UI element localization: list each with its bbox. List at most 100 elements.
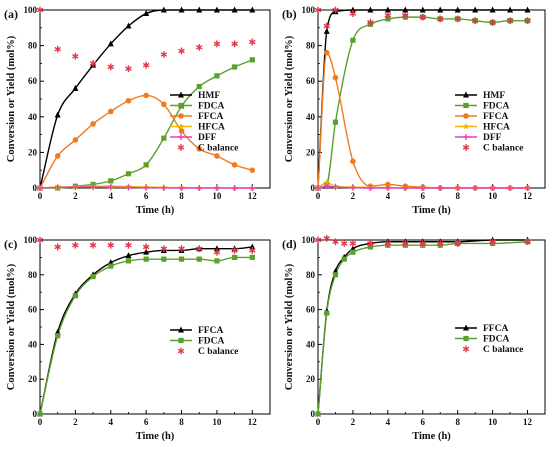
data-point-ffca bbox=[323, 49, 330, 56]
data-point-fdca bbox=[125, 258, 132, 264]
data-point-c-balance bbox=[249, 38, 256, 46]
y-tick-label: 60 bbox=[28, 76, 38, 86]
data-point-c-balance bbox=[72, 52, 79, 60]
data-point-c-balance bbox=[384, 240, 392, 247]
data-point-hmf bbox=[384, 6, 391, 13]
data-point-dff bbox=[454, 185, 461, 191]
data-point-c-balance bbox=[178, 245, 185, 253]
data-point-hmf bbox=[454, 6, 461, 13]
data-point-c-balance bbox=[323, 234, 331, 242]
data-point-ffca bbox=[107, 108, 114, 115]
legend-marker-hfca bbox=[462, 122, 470, 130]
data-point-fdca bbox=[214, 258, 220, 264]
data-point-hfca bbox=[323, 179, 331, 186]
x-tick-label: 4 bbox=[109, 417, 114, 427]
data-point-ffca bbox=[125, 252, 132, 259]
data-point-fdca bbox=[350, 249, 356, 255]
data-point-hmf bbox=[249, 6, 256, 13]
legend-label-c-balance: C balance bbox=[483, 144, 523, 154]
y-tick-label: 100 bbox=[302, 5, 316, 15]
panel-label: (b) bbox=[282, 7, 297, 21]
data-point-c-balance bbox=[506, 17, 514, 25]
data-point-fdca bbox=[108, 178, 114, 184]
data-point-hmf bbox=[402, 6, 409, 13]
legend-marker-fdca bbox=[463, 102, 469, 109]
chart-panel-a: 0 2 4 6 8 10 12 0 20 40 60 80 100 Time (h) Conversion … bbox=[4, 5, 271, 216]
legend-label-dff: DFF bbox=[198, 133, 217, 143]
legend-label-fdca: FDCA bbox=[198, 102, 225, 112]
data-point-c-balance bbox=[107, 241, 115, 249]
data-point-c-balance bbox=[72, 241, 79, 249]
y-tick-label: 20 bbox=[28, 147, 38, 157]
data-point-fdca bbox=[161, 135, 167, 141]
data-point-c-balance bbox=[89, 241, 97, 249]
data-point-c-balance bbox=[142, 61, 150, 69]
panel-label: (c) bbox=[4, 237, 17, 251]
x-tick-label: 10 bbox=[488, 191, 498, 201]
y-tick-label: 20 bbox=[28, 374, 38, 384]
data-point-ffca bbox=[54, 153, 61, 159]
data-point-ffca bbox=[213, 245, 220, 252]
data-point-fdca bbox=[324, 310, 330, 316]
data-point-dff bbox=[323, 183, 330, 190]
data-point-c-balance bbox=[489, 238, 496, 246]
legend-label-ffca: FFCA bbox=[198, 326, 223, 336]
data-point-dff bbox=[349, 184, 356, 191]
data-point-dff bbox=[72, 184, 79, 191]
y-tick-label: 80 bbox=[306, 41, 316, 51]
data-point-ffca bbox=[249, 243, 256, 250]
data-point-fdca bbox=[249, 254, 255, 260]
data-point-c-balance bbox=[419, 13, 427, 21]
y-tick-label: 100 bbox=[24, 5, 38, 15]
data-point-dff bbox=[367, 185, 374, 191]
data-point-fdca bbox=[178, 256, 185, 262]
data-point-dff bbox=[213, 185, 220, 191]
data-point-dff bbox=[160, 184, 167, 191]
data-point-dff bbox=[524, 185, 531, 191]
y-tick-label: 20 bbox=[306, 374, 316, 384]
x-tick-label: 8 bbox=[455, 417, 460, 427]
chart-panel-c: 0 2 4 6 8 10 12 0 20 40 60 80 100 Time (h) Conversion … bbox=[4, 235, 271, 442]
legend-marker-hfca bbox=[177, 122, 185, 130]
data-point-hmf bbox=[72, 84, 79, 91]
panel-label: (d) bbox=[282, 237, 297, 251]
data-point-hmf bbox=[524, 6, 531, 13]
x-tick-label: 6 bbox=[144, 417, 149, 427]
data-point-c-balance bbox=[349, 240, 357, 247]
data-point-fdca bbox=[332, 119, 339, 125]
data-point-fdca bbox=[367, 244, 373, 250]
data-point-c-balance bbox=[349, 10, 357, 17]
legend-label-hfca: HFCA bbox=[198, 123, 225, 133]
data-point-ffca bbox=[90, 121, 96, 127]
y-tick-label: 0 bbox=[311, 409, 316, 419]
data-point-ffca bbox=[178, 128, 185, 134]
data-point-c-balance bbox=[89, 60, 97, 67]
legend-marker-hmf bbox=[178, 91, 184, 98]
data-point-c-balance bbox=[367, 19, 374, 26]
y-tick-label: 100 bbox=[302, 235, 316, 245]
x-axis-title: Time (h) bbox=[136, 431, 175, 442]
plot-frame bbox=[39, 9, 271, 189]
data-point-c-balance bbox=[436, 15, 444, 23]
y-tick-label: 40 bbox=[306, 112, 316, 122]
data-point-dff bbox=[489, 185, 496, 191]
x-tick-label: 10 bbox=[488, 417, 498, 427]
data-point-fdca bbox=[161, 256, 167, 262]
data-point-fdca bbox=[350, 37, 356, 43]
data-point-hmf bbox=[419, 6, 426, 13]
data-point-c-balance bbox=[107, 63, 115, 71]
data-point-fdca bbox=[143, 162, 149, 168]
data-point-c-balance bbox=[436, 240, 444, 247]
data-point-c-balance bbox=[231, 247, 238, 254]
legend-marker-ffca bbox=[463, 113, 469, 119]
data-point-c-balance bbox=[160, 51, 168, 58]
data-point-hmf bbox=[107, 40, 114, 47]
data-point-c-balance bbox=[249, 247, 256, 254]
legend-label-dff: DFF bbox=[483, 133, 502, 143]
data-point-dff bbox=[437, 185, 444, 191]
y-axis-title: Conversion or Yield (mol%) bbox=[6, 35, 17, 162]
data-point-hmf bbox=[196, 6, 203, 13]
data-point-c-balance bbox=[125, 65, 132, 73]
